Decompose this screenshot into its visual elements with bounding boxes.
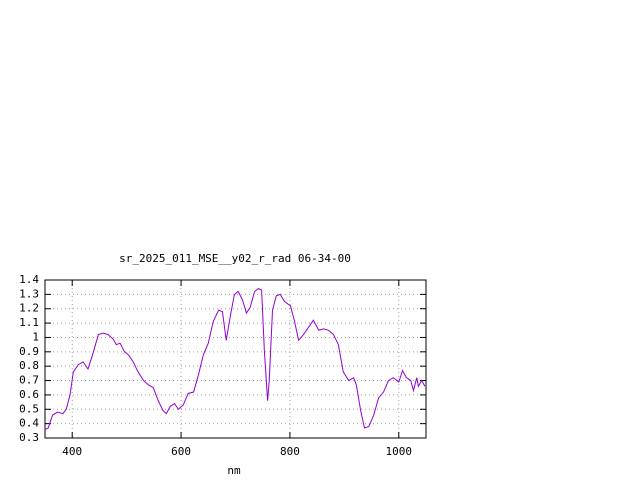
y-tick-label: 0.5 [19,402,39,415]
y-tick-label: 0.9 [19,345,39,358]
plot-border [44,279,427,439]
y-tick-label: 1 [32,330,39,343]
y-tick-label: 1.2 [19,302,39,315]
chart-title: sr_2025_011_MSE__y02_r_rad 06-34-00 [119,252,351,265]
y-tick-label: 0.3 [19,431,39,444]
y-tick-label: 1.1 [19,316,39,329]
y-tick-label: 1.4 [19,273,39,286]
x-tick-label: 400 [62,445,82,458]
x-tick-label: 1000 [386,445,413,458]
y-tick-label: 0.7 [19,374,39,387]
y-tick-label: 0.6 [19,388,39,401]
y-tick-label: 0.4 [19,417,39,430]
data-line [44,288,426,430]
x-axis-label: nm [227,464,241,477]
x-tick-label: 800 [280,445,300,458]
x-tick-label: 600 [171,445,191,458]
y-tick-label: 0.8 [19,359,39,372]
y-tick-label: 1.3 [19,287,39,300]
